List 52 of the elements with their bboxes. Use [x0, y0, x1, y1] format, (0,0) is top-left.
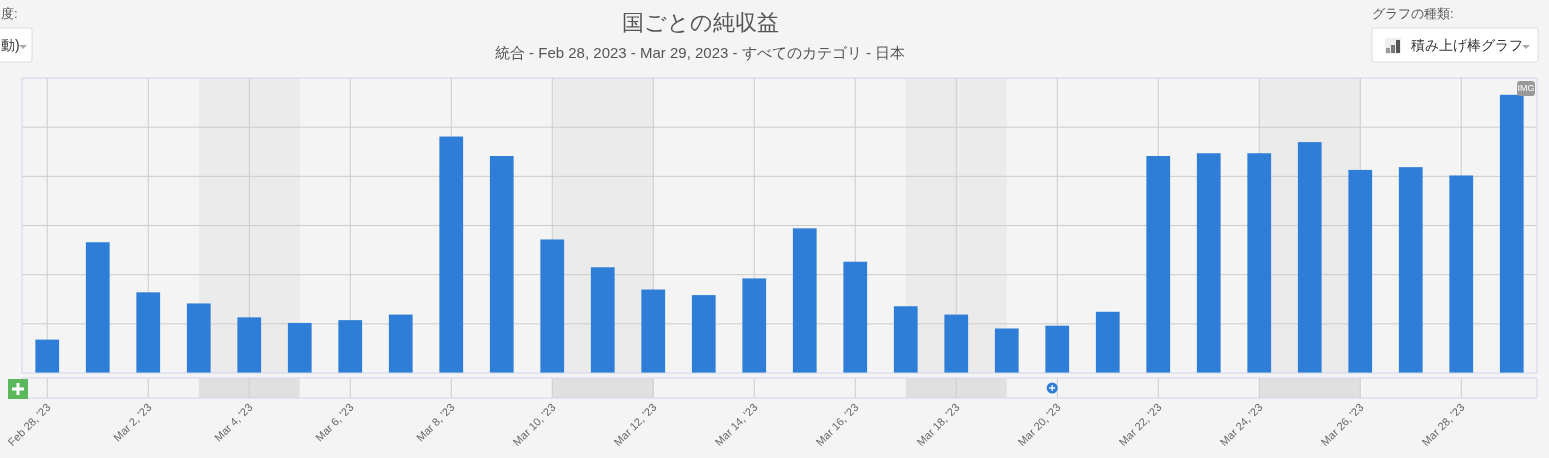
bar — [1297, 142, 1322, 373]
x-tick-label: Mar 16, '23 — [813, 400, 861, 449]
bar — [893, 306, 918, 373]
bar — [641, 289, 666, 373]
bar — [540, 239, 565, 373]
bar — [994, 328, 1019, 373]
bar — [792, 228, 817, 373]
bar — [1146, 156, 1171, 373]
bar — [186, 303, 211, 373]
x-tick-label: Mar 20, '23 — [1015, 400, 1063, 449]
bar — [742, 278, 767, 373]
x-tick-label: Mar 22, '23 — [1116, 400, 1164, 449]
bar — [1499, 94, 1524, 373]
text: 度: — [1, 6, 18, 21]
bar — [1196, 153, 1221, 373]
x-tick-label: Mar 12, '23 — [611, 400, 659, 449]
bar — [1449, 175, 1474, 373]
bar — [136, 292, 161, 373]
bar — [1398, 167, 1423, 373]
x-tick-label: Feb 28, '23 — [5, 400, 53, 449]
x-tick-label: Mar 8, '23 — [413, 400, 457, 444]
bar — [237, 317, 262, 373]
bar — [1045, 325, 1070, 373]
x-tick-label: Mar 10, '23 — [510, 400, 558, 449]
bar — [590, 267, 615, 373]
x-tick-label: Mar 14, '23 — [712, 400, 760, 449]
x-tick-label: Mar 6, '23 — [312, 400, 356, 444]
bar — [691, 295, 716, 373]
x-tick-label: Mar 18, '23 — [914, 400, 962, 449]
x-tick-label: Mar 26, '23 — [1318, 400, 1366, 449]
bar — [35, 339, 60, 373]
text: グラフの種類: — [1372, 6, 1454, 21]
x-tick-label: Mar 2, '23 — [110, 400, 154, 444]
bar — [287, 322, 312, 373]
bar — [944, 314, 969, 373]
chart-title: 国ごとの純収益 — [621, 10, 779, 35]
x-tick-label: Mar 24, '23 — [1217, 400, 1265, 449]
x-tick-label: Mar 4, '23 — [211, 400, 255, 444]
bar — [1247, 153, 1272, 373]
text: 積み上げ棒グラフ — [1411, 37, 1523, 53]
bar — [489, 156, 514, 373]
bar — [85, 242, 110, 373]
text: 動) — [1, 37, 20, 53]
bar — [1348, 169, 1373, 373]
bar — [843, 261, 868, 373]
bar — [439, 136, 464, 373]
bar — [388, 314, 413, 373]
chart-subtitle: 統合 - Feb 28, 2023 - Mar 29, 2023 - すべてのカテゴリ - 日本 — [494, 44, 906, 61]
bar — [1095, 311, 1120, 373]
x-tick-label: Mar 28, '23 — [1419, 400, 1467, 449]
bar — [338, 320, 363, 373]
text: IMG — [1517, 83, 1535, 93]
